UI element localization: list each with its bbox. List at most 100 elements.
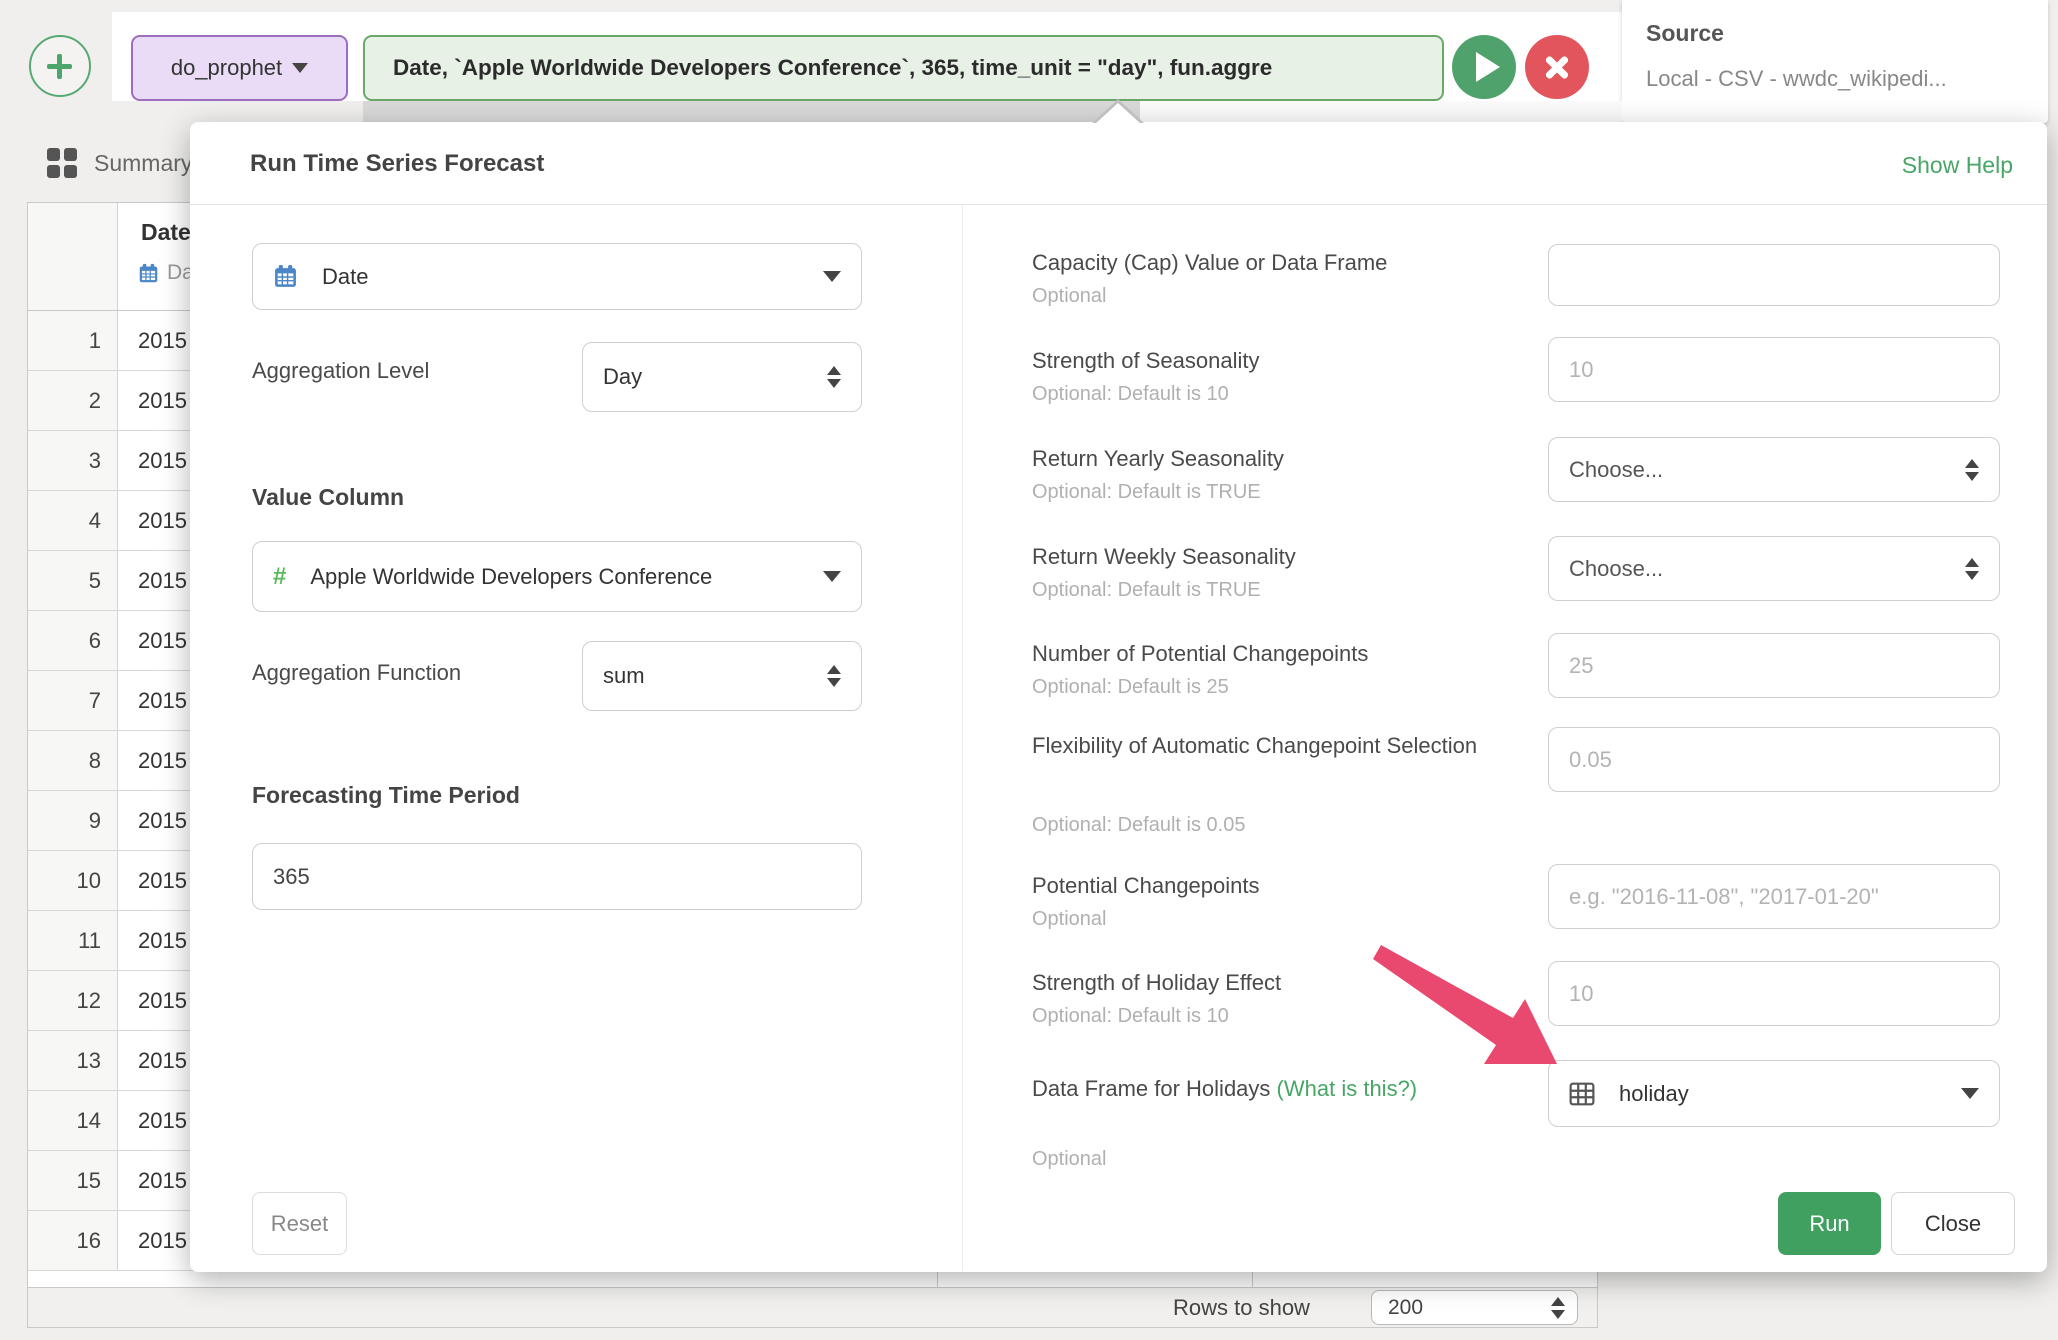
row-date-value: 2015 [138, 868, 187, 893]
column-divider [1252, 1271, 1253, 1287]
row-number: 15 [28, 1151, 118, 1210]
close-button[interactable]: Close [1891, 1192, 2015, 1255]
calendar-icon [275, 265, 296, 287]
weekly-seasonality-select[interactable]: Choose... [1548, 536, 2000, 601]
delete-step-button[interactable] [1525, 35, 1589, 99]
chevron-down-icon [823, 271, 841, 282]
row-date-value: 2015 [138, 1228, 187, 1253]
row-date-value: 2015 [138, 448, 187, 473]
spinner-arrows-icon [827, 665, 841, 687]
forecasting-period-field[interactable] [252, 843, 862, 910]
holiday-dataframe-select[interactable]: holiday [1548, 1060, 2000, 1127]
yearly-seasonality-label: Return Yearly Seasonality [1032, 446, 1284, 471]
weekly-seasonality-value: Choose... [1569, 555, 1664, 581]
capacity-label: Capacity (Cap) Value or Data Frame [1032, 250, 1388, 275]
step-name-button[interactable]: do_prophet [131, 35, 348, 101]
aggregation-level-value: Day [603, 364, 643, 389]
holiday-strength-label: Strength of Holiday Effect [1032, 970, 1282, 995]
holiday-dataframe-label-text: Data Frame for Holidays [1032, 1076, 1271, 1101]
table-body: 1 2015 2 2015 3 2015 4 2015 5 2015 6 2015 7 2015 8 2015… [28, 311, 1597, 1271]
reset-button[interactable]: Reset [252, 1192, 347, 1255]
row-date-value: 2015 [138, 988, 187, 1013]
row-number: 9 [28, 791, 118, 850]
source-panel: Source Local - CSV - wwdc_wikipedi... [1622, 0, 2048, 123]
capacity-field[interactable] [1548, 244, 2000, 306]
show-help-link[interactable]: Show Help [1901, 152, 2013, 178]
capacity-sublabel: Optional [1032, 285, 1107, 307]
row-number: 11 [28, 911, 118, 970]
run-button[interactable]: Run [1778, 1192, 1881, 1255]
potential-changepoints-input[interactable] [1549, 865, 1999, 928]
dropdown-caret-icon [292, 63, 309, 73]
step-name-label: do_prophet [170, 55, 283, 80]
potential-changepoints-sublabel: Optional [1032, 908, 1107, 930]
weekly-seasonality-sublabel: Optional: Default is TRUE [1032, 579, 1261, 601]
seasonality-strength-label: Strength of Seasonality [1032, 348, 1260, 373]
dialog-title: Run Time Series Forecast [250, 150, 545, 177]
holiday-strength-sublabel: Optional: Default is 10 [1032, 1005, 1229, 1027]
table-icon [1569, 1082, 1595, 1105]
value-column-value: Apple Worldwide Developers Conference [310, 563, 713, 589]
yearly-seasonality-value: Choose... [1569, 456, 1664, 482]
grid-icon [47, 148, 77, 178]
source-panel-value[interactable]: Local - CSV - wwdc_wikipedi... [1646, 66, 1947, 91]
seasonality-strength-input[interactable] [1549, 338, 1999, 401]
rows-to-show-select[interactable]: 200 [1371, 1290, 1578, 1325]
row-number: 7 [28, 671, 118, 730]
aggregation-function-label: Aggregation Function [252, 660, 462, 685]
value-column-select[interactable]: # Apple Worldwide Developers Conference [252, 541, 862, 612]
row-number: 2 [28, 371, 118, 430]
holiday-dataframe-label: Data Frame for Holidays (What is this?) [1032, 1069, 1477, 1109]
column-header-date[interactable]: Date [141, 219, 191, 245]
row-number: 6 [28, 611, 118, 670]
holiday-strength-field[interactable] [1548, 961, 2000, 1026]
spinner-arrows-icon [1965, 458, 1979, 481]
play-icon [1476, 52, 1500, 82]
row-number: 3 [28, 431, 118, 490]
spinner-arrows-icon [1965, 557, 1979, 580]
row-number: 5 [28, 551, 118, 610]
row-date-value: 2015 [138, 568, 187, 593]
table-row[interactable]: 14 2015 [28, 1091, 1597, 1151]
command-pill[interactable]: Date, `Apple Worldwide Developers Confer… [363, 35, 1444, 101]
row-number: 16 [28, 1211, 118, 1270]
numeric-hash-icon: # [273, 562, 287, 590]
potential-changepoints-field[interactable] [1548, 864, 2000, 929]
row-date-value: 2015 [138, 928, 187, 953]
chevron-down-icon [823, 571, 841, 582]
capacity-input[interactable] [1549, 245, 1999, 305]
row-number: 1 [28, 311, 118, 370]
row-date-value: 2015 [138, 1108, 187, 1133]
holiday-strength-input[interactable] [1549, 962, 1999, 1025]
changepoint-flexibility-field[interactable] [1548, 727, 2000, 792]
aggregation-function-select[interactable]: sum [582, 641, 862, 711]
what-is-this-link[interactable]: (What is this?) [1276, 1076, 1418, 1101]
aggregation-level-select[interactable]: Day [582, 342, 862, 412]
dialog-pointer-icon [1095, 103, 1141, 124]
changepoint-flexibility-input[interactable] [1549, 728, 1999, 791]
rows-to-show-value: 200 [1388, 1295, 1424, 1319]
run-step-button[interactable] [1452, 35, 1516, 99]
changepoints-number-label: Number of Potential Changepoints [1032, 641, 1369, 666]
step-track-light [1140, 101, 1622, 123]
row-number: 10 [28, 851, 118, 910]
forecasting-period-heading: Forecasting Time Period [252, 782, 520, 808]
add-step-button[interactable] [29, 35, 91, 97]
tab-summary[interactable]: Summary [47, 148, 192, 179]
changepoints-number-input[interactable] [1549, 634, 1999, 697]
step-track [363, 101, 1140, 123]
row-date-value: 2015 [138, 628, 187, 653]
divider [190, 204, 2047, 205]
changepoints-number-field[interactable] [1548, 633, 2000, 698]
row-date-value: 2015 [138, 1048, 187, 1073]
yearly-seasonality-select[interactable]: Choose... [1548, 437, 2000, 502]
yearly-seasonality-sublabel: Optional: Default is TRUE [1032, 481, 1261, 503]
command-text: Date, `Apple Worldwide Developers Confer… [393, 55, 1273, 80]
date-column-select[interactable]: Date [252, 243, 862, 310]
forecasting-period-input[interactable] [253, 844, 861, 909]
close-icon [1541, 51, 1573, 83]
rows-to-show-label: Rows to show [1173, 1295, 1310, 1320]
row-date-value: 2015 [138, 508, 187, 533]
changepoint-flexibility-label: Flexibility of Automatic Changepoint Sel… [1032, 733, 1478, 758]
seasonality-strength-field[interactable] [1548, 337, 2000, 402]
